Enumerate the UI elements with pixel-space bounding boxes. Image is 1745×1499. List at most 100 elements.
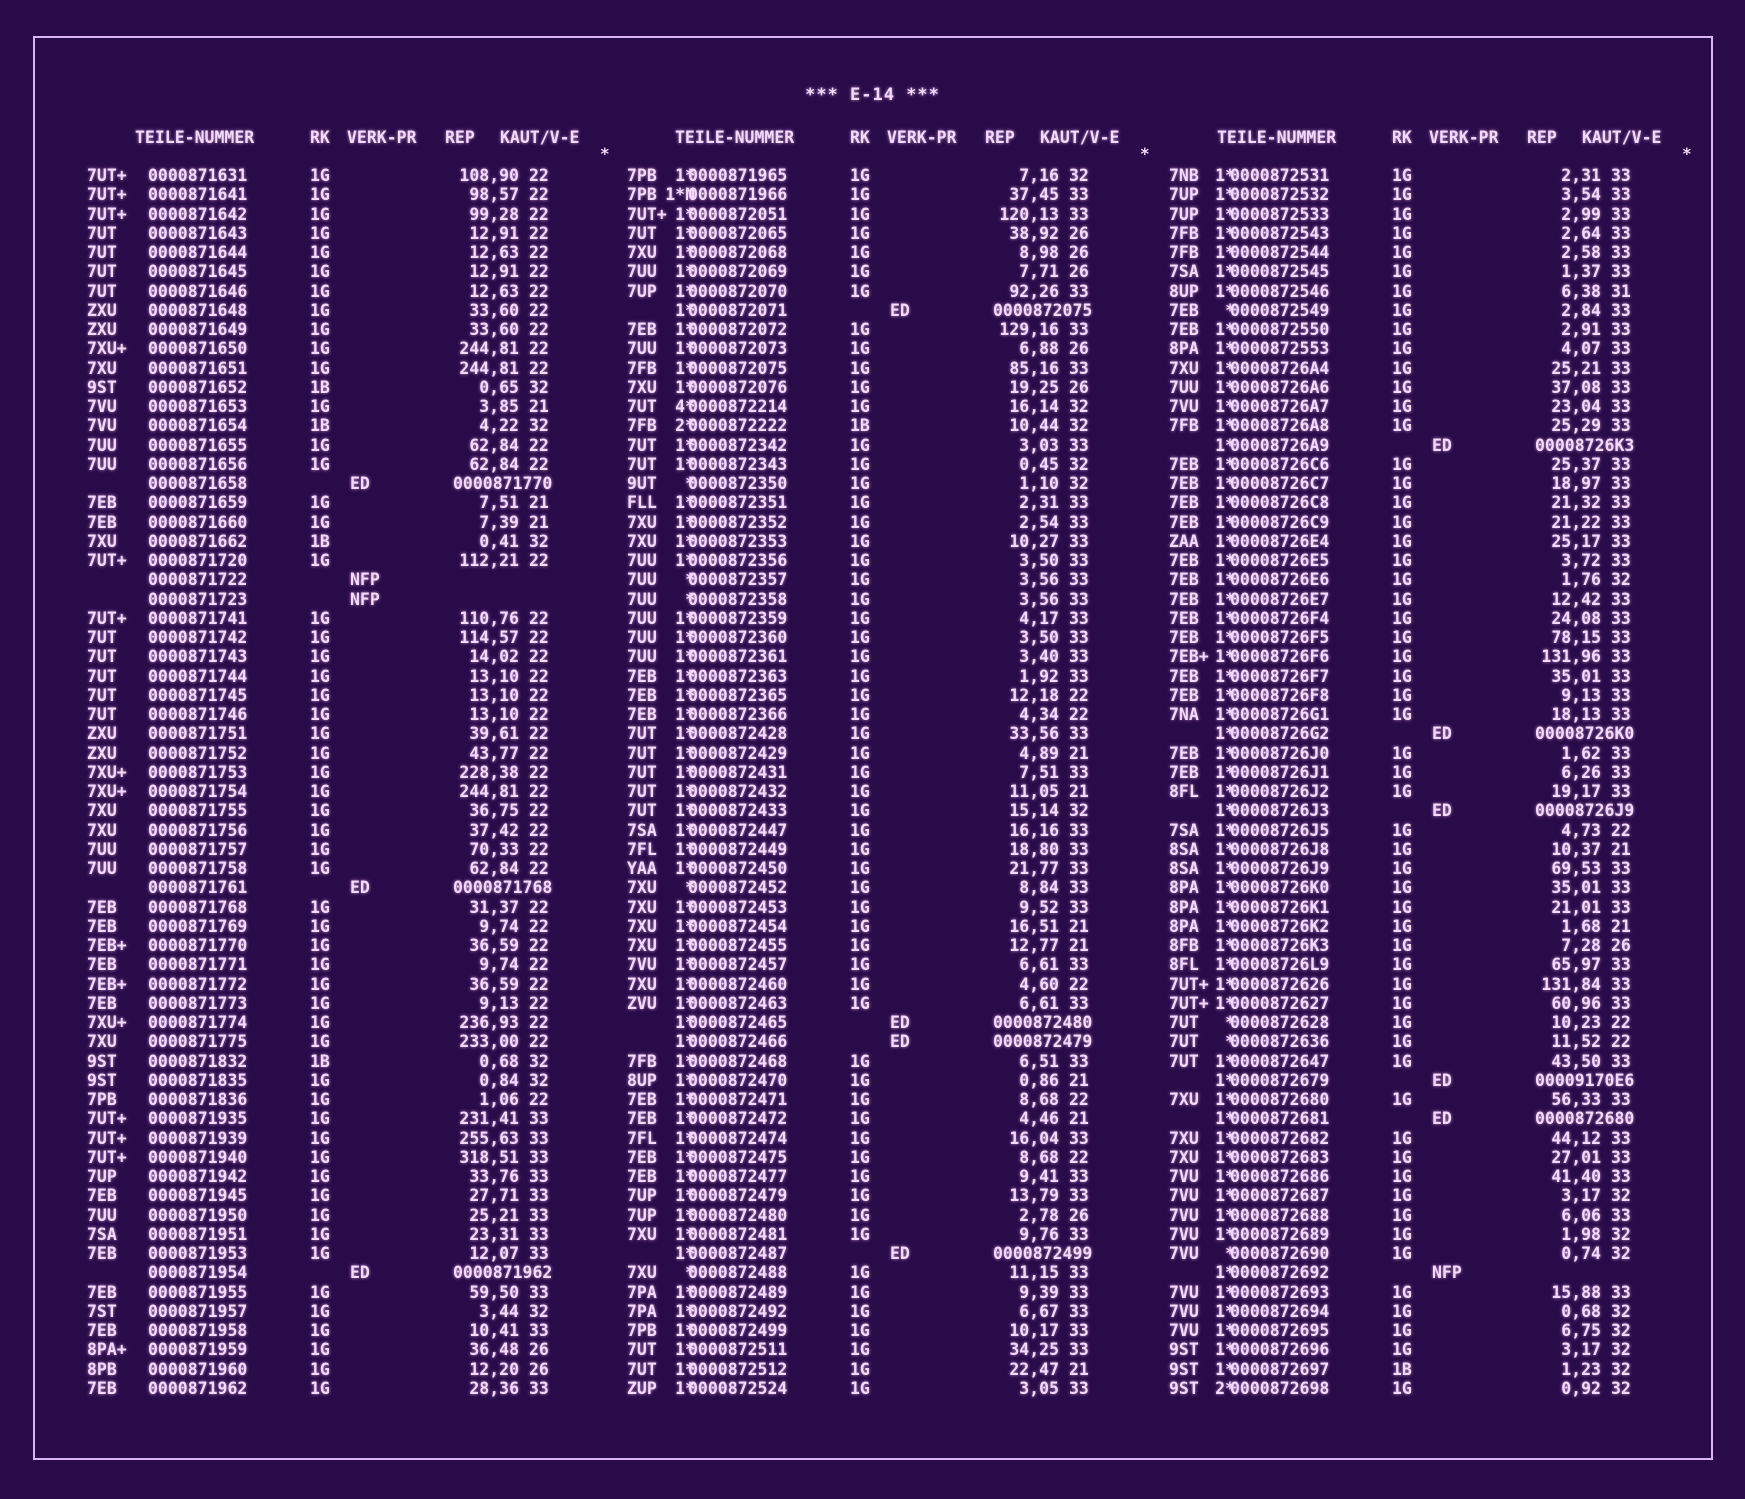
rep-code: 33 bbox=[1611, 685, 1631, 705]
product-group: 7UU bbox=[627, 647, 657, 667]
kaut-value: 1* bbox=[675, 223, 695, 243]
rep-code: 22 bbox=[529, 801, 549, 821]
product-group: 7EB bbox=[1169, 628, 1199, 647]
part-number: 0000871755 bbox=[148, 801, 248, 821]
part-number: 0000872511 bbox=[688, 1340, 788, 1360]
page-title: *** E-14 *** bbox=[805, 85, 940, 105]
sales-price: 11,05 bbox=[1009, 782, 1059, 801]
product-group: FLL bbox=[627, 493, 657, 513]
part-number: 0000872550 bbox=[1230, 320, 1330, 339]
part-number: 0000872366 bbox=[688, 705, 788, 724]
sales-price: 27,71 bbox=[469, 1186, 519, 1206]
rk-code: 1G bbox=[310, 1109, 330, 1129]
part-number: 0000872433 bbox=[688, 801, 788, 821]
sales-price: 23,31 bbox=[469, 1224, 519, 1244]
sales-price: 16,16 bbox=[1009, 820, 1059, 840]
part-number: 0000872680 bbox=[1230, 1090, 1330, 1109]
sales-price: 13,79 bbox=[1009, 1186, 1059, 1206]
product-group: 7SA bbox=[1169, 820, 1199, 840]
rep-code: 33 bbox=[1069, 1378, 1089, 1398]
rep-code: 22 bbox=[1611, 1013, 1631, 1032]
part-number: 0000872468 bbox=[688, 1051, 788, 1071]
rk-code: 1G bbox=[310, 243, 330, 262]
sales-price: 9,76 bbox=[1019, 1224, 1059, 1244]
product-group: 7XU bbox=[627, 243, 657, 262]
rep-code: 26 bbox=[1069, 1205, 1089, 1225]
product-group: 8SA bbox=[1169, 839, 1199, 859]
rep-code: 32 bbox=[1611, 1186, 1631, 1206]
sales-price: 9,13 bbox=[1561, 685, 1601, 705]
replacement-part-number: 00009170E6 bbox=[1535, 1070, 1635, 1090]
rk-code: 1G bbox=[1392, 608, 1412, 628]
sales-price: 4,07 bbox=[1561, 339, 1601, 359]
kaut-value: 1* bbox=[1667, 898, 1745, 917]
part-number: 00008726F8 bbox=[1230, 685, 1330, 705]
status-code: ED bbox=[1432, 1070, 1452, 1090]
rk-code: 1G bbox=[310, 955, 330, 975]
sales-price: 12,63 bbox=[469, 243, 519, 262]
kaut-value: 1* bbox=[1667, 455, 1745, 474]
status-code: ED bbox=[890, 1244, 910, 1263]
part-number: 0000872695 bbox=[1230, 1321, 1330, 1340]
kaut-value: 1* bbox=[1667, 320, 1745, 339]
part-number: 0000872627 bbox=[1230, 993, 1330, 1013]
rk-code: 1G bbox=[850, 243, 870, 262]
part-number: 00008726A8 bbox=[1230, 416, 1330, 436]
rk-code: 1G bbox=[310, 666, 330, 686]
rk-code: 1G bbox=[850, 608, 870, 628]
part-number: 0000872472 bbox=[688, 1109, 788, 1129]
kaut-value: 1* bbox=[1215, 185, 1235, 205]
part-number: 0000872693 bbox=[1230, 1282, 1330, 1302]
sales-price: 10,41 bbox=[469, 1321, 519, 1340]
rk-code: 1G bbox=[310, 512, 330, 532]
part-number: 0000872452 bbox=[688, 878, 788, 898]
rk-code: 1G bbox=[1392, 1301, 1412, 1321]
rk-code: 1G bbox=[1392, 512, 1412, 532]
product-group: 7EB bbox=[1169, 570, 1199, 590]
product-group: 7EB bbox=[87, 1244, 117, 1263]
rk-code: 1G bbox=[1392, 358, 1412, 378]
part-number: 0000872679 bbox=[1230, 1070, 1330, 1090]
product-group: 7UT bbox=[627, 743, 657, 763]
rep-code: 33 bbox=[1611, 743, 1631, 763]
part-number: 0000871659 bbox=[148, 493, 248, 513]
status-code: ED bbox=[1432, 1109, 1452, 1129]
rep-code: 31 bbox=[1611, 281, 1631, 301]
part-number: 0000872694 bbox=[1230, 1301, 1330, 1321]
product-group: 7PB bbox=[627, 1321, 657, 1340]
product-group: 7VU bbox=[1169, 1321, 1199, 1340]
kaut-value: 1* bbox=[1215, 628, 1235, 647]
sales-price: 9,41 bbox=[1019, 1167, 1059, 1186]
part-number: 0000872363 bbox=[688, 666, 788, 686]
sales-price: 2,58 bbox=[1561, 243, 1601, 262]
sales-price: 10,27 bbox=[1009, 531, 1059, 551]
sales-price: 3,56 bbox=[1019, 570, 1059, 590]
kaut-value: 1* bbox=[675, 358, 695, 378]
sales-price: 78,15 bbox=[1551, 628, 1601, 647]
sales-price: 2,78 bbox=[1019, 1205, 1059, 1225]
product-group: 7UT bbox=[1169, 1051, 1199, 1071]
rep-code: 22 bbox=[529, 262, 549, 282]
kaut-value: 1* bbox=[1215, 493, 1235, 513]
rk-code: 1G bbox=[310, 300, 330, 320]
rk-code: 1G bbox=[310, 647, 330, 667]
kaut-value: 1* bbox=[675, 839, 695, 859]
rk-code: 1G bbox=[850, 1282, 870, 1302]
part-number: 0000872689 bbox=[1230, 1224, 1330, 1244]
rk-code: 1G bbox=[850, 474, 870, 493]
kaut-value: 1* bbox=[1667, 1283, 1745, 1302]
rep-code: 33 bbox=[1069, 859, 1089, 878]
rk-code: 1G bbox=[310, 551, 330, 570]
sales-price: 8,98 bbox=[1019, 243, 1059, 262]
product-group: 7UT+ bbox=[1169, 974, 1209, 994]
kaut-value: 1* bbox=[675, 666, 695, 686]
sales-price: 25,21 bbox=[1551, 358, 1601, 378]
kaut-value: * bbox=[1225, 300, 1235, 320]
rk-code: 1G bbox=[850, 916, 870, 936]
rk-code: 1G bbox=[850, 647, 870, 667]
product-group: 7EB bbox=[87, 916, 117, 936]
rk-code: 1G bbox=[1392, 474, 1412, 493]
sales-price: 4,46 bbox=[1019, 1109, 1059, 1129]
header-rep: REP bbox=[1527, 128, 1557, 147]
rep-code: 33 bbox=[1611, 666, 1631, 686]
